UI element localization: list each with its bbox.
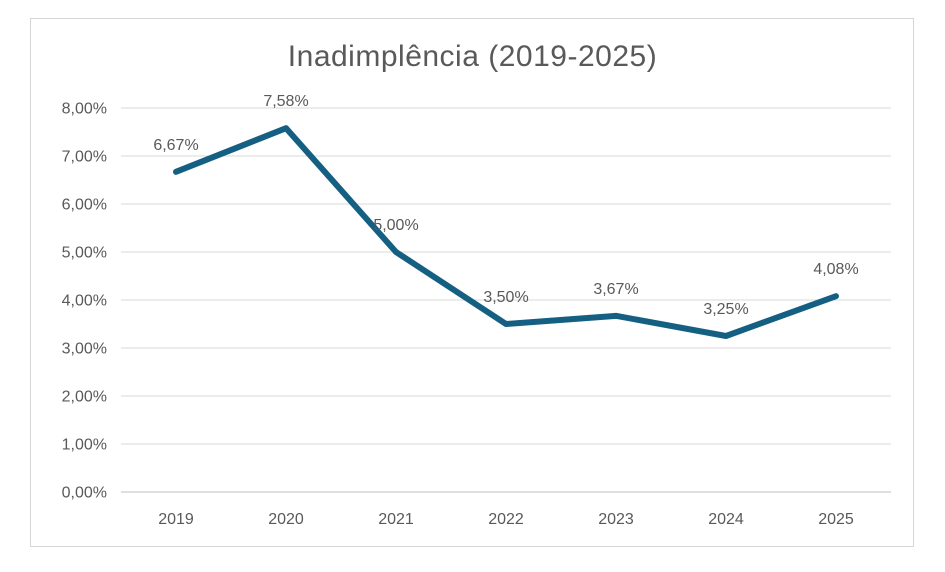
y-tick-label: 3,00%	[62, 341, 107, 358]
y-tick-label: 7,00%	[62, 149, 107, 166]
chart-frame	[30, 18, 914, 547]
x-tick-label: 2021	[378, 511, 414, 528]
x-tick-label: 2025	[818, 511, 854, 528]
y-tick-label: 6,00%	[62, 197, 107, 214]
y-tick-label: 4,00%	[62, 293, 107, 310]
data-label: 7,58%	[263, 93, 308, 110]
x-tick-label: 2020	[268, 511, 304, 528]
data-label: 3,67%	[593, 281, 638, 298]
x-tick-label: 2019	[158, 511, 194, 528]
data-label: 3,50%	[483, 289, 528, 306]
x-tick-label: 2022	[488, 511, 524, 528]
series-line	[173, 125, 839, 339]
data-label: 5,00%	[373, 217, 418, 234]
x-tick-label: 2024	[708, 511, 744, 528]
y-tick-label: 5,00%	[62, 245, 107, 262]
x-tick-label: 2023	[598, 511, 634, 528]
data-label: 3,25%	[703, 301, 748, 318]
y-tick-label: 8,00%	[62, 101, 107, 118]
y-tick-label: 1,00%	[62, 437, 107, 454]
data-label: 4,08%	[813, 261, 858, 278]
y-tick-label: 2,00%	[62, 389, 107, 406]
data-label: 6,67%	[153, 137, 198, 154]
y-tick-label: 0,00%	[62, 485, 107, 502]
chart-title: Inadimplência (2019-2025)	[287, 40, 658, 73]
